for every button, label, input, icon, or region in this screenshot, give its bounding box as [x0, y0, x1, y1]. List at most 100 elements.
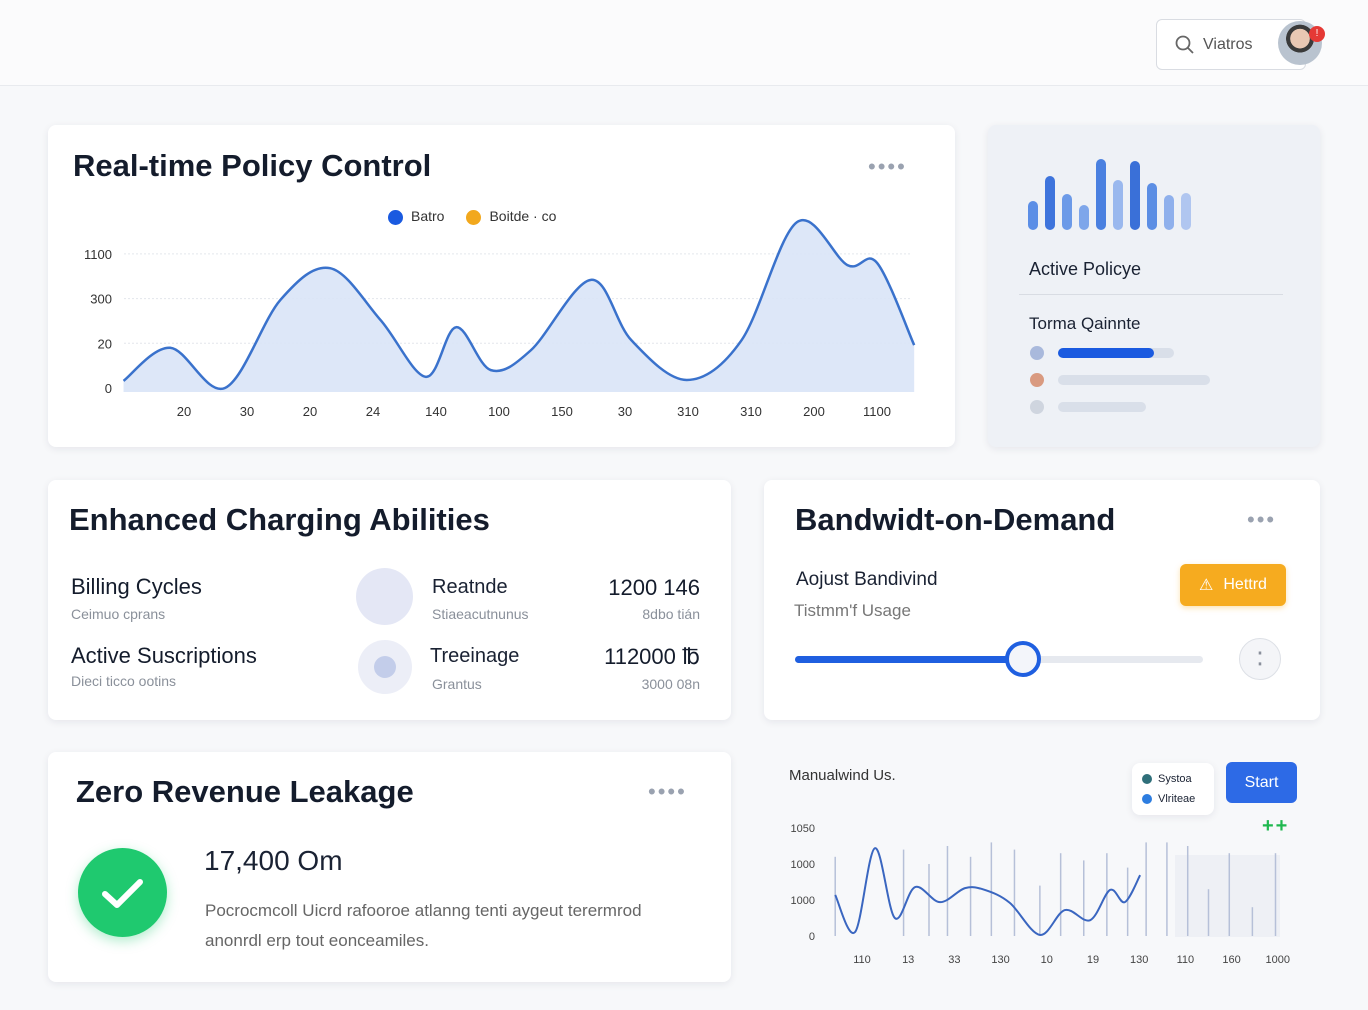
x-tick-label: 310: [740, 404, 762, 419]
search-placeholder: Viatros: [1203, 35, 1253, 53]
legend-dot-icon: [388, 209, 403, 225]
x-tick-label: 19: [1087, 954, 1099, 966]
row-value-sub: 3000 08n: [641, 676, 700, 692]
status-dot-icon: [1030, 373, 1044, 387]
x-tick-label: 200: [803, 404, 825, 419]
options-button[interactable]: ⁚: [1239, 638, 1281, 680]
chart-legend: Batro Boitde · co: [388, 208, 556, 225]
usage-label: Tistmm'f Usage: [794, 601, 911, 620]
legend-item: Batro: [388, 208, 444, 225]
y-tick-label: 1050: [791, 823, 815, 835]
y-tick-label: 1000: [791, 859, 815, 871]
progress-row: [1030, 373, 1230, 387]
card-title: Bandwidt-on-Demand: [795, 502, 1116, 537]
y-tick-label: 0: [105, 381, 112, 396]
progress-bar: [1058, 375, 1210, 385]
mini-bar-chart: [1028, 155, 1198, 230]
legend-dot-icon: [466, 209, 482, 225]
check-icon: [78, 848, 167, 937]
mini-bar: [1062, 194, 1072, 230]
bandwidth-slider[interactable]: [795, 656, 1203, 663]
x-tick-label: 150: [551, 404, 573, 419]
section-label: Torma Qainnte: [1029, 314, 1141, 333]
status-circle-icon: [358, 640, 412, 694]
usage-legend: Systoa Vlriteae: [1132, 763, 1214, 815]
mini-bar: [1028, 201, 1038, 230]
x-tick-label: 310: [677, 404, 699, 419]
legend-item: Boitde · co: [466, 208, 556, 225]
row-value: 1200 146: [608, 575, 700, 600]
leakage-description: Pocrocmcoll Uicrd rafooroe atlanng tenti…: [205, 901, 642, 950]
x-tick-label: 130: [1130, 954, 1148, 966]
x-tick-label: 30: [618, 404, 632, 419]
revenue-leakage-card: [48, 752, 731, 982]
row-subtitle: Ceimuo cprans: [71, 606, 166, 622]
row-name-sub: Stiaeacutnunus: [432, 606, 529, 622]
start-button[interactable]: Start: [1226, 762, 1297, 803]
y-tick-label: 0: [809, 931, 815, 943]
status-dot-icon: [1030, 400, 1044, 414]
x-tick-label: 110: [853, 954, 871, 966]
progress-bar: [1058, 402, 1146, 412]
x-tick-label: 1000: [1266, 954, 1290, 966]
y-tick-label: 1100: [84, 247, 112, 262]
y-tick-label: 20: [98, 336, 112, 351]
row-name: Reatnde: [432, 576, 508, 598]
mini-bar: [1130, 160, 1140, 230]
alert-button[interactable]: ⚠ Hettrd: [1180, 564, 1286, 606]
legend-item: Vlriteae: [1142, 789, 1204, 809]
more-menu-icon[interactable]: •••: [1247, 507, 1277, 532]
slider-handle[interactable]: [1005, 641, 1042, 677]
row-subtitle: Dieci ticco ootins: [71, 673, 177, 689]
card-title: Zero Revenue Leakage: [76, 774, 414, 809]
more-menu-icon[interactable]: ••••: [868, 154, 907, 179]
x-tick-label: 20: [303, 404, 317, 419]
card-title: Enhanced Charging Abilities: [69, 502, 490, 537]
mini-bar: [1147, 183, 1157, 230]
x-tick-label: 13: [902, 954, 914, 966]
mini-bar: [1164, 195, 1174, 230]
notification-badge: !: [1309, 26, 1325, 42]
row-title: Billing Cycles: [71, 574, 202, 599]
row-value-sub: 8dbo tián: [642, 606, 700, 622]
top-header: [0, 0, 1368, 86]
more-menu-icon[interactable]: ••••: [648, 779, 687, 804]
active-policies-label: Active Policye: [1029, 259, 1142, 279]
y-tick-label: 300: [90, 292, 112, 307]
series-line: [122, 218, 916, 391]
row-name: Treeinage: [430, 645, 520, 667]
progress-row: [1030, 346, 1230, 360]
chart-shade: [1175, 855, 1280, 937]
x-tick-label: 20: [177, 404, 191, 419]
x-tick-label: 30: [240, 404, 254, 419]
search-icon: [1175, 35, 1194, 54]
x-tick-label: 130: [991, 954, 1009, 966]
row-name-sub: Grantus: [432, 676, 482, 692]
leakage-value: 17,400 Om: [204, 845, 343, 876]
row-title: Active Suscriptions: [71, 643, 257, 668]
adjust-label: Aojust Bandivind: [796, 569, 938, 590]
x-tick-label: 160: [1222, 954, 1240, 966]
x-tick-label: 33: [948, 954, 960, 966]
trend-up-icon: ++: [1262, 815, 1290, 837]
progress-row: [1030, 400, 1230, 414]
status-dot-icon: [1030, 346, 1044, 360]
mini-bar: [1079, 204, 1089, 230]
progress-bar: [1058, 348, 1174, 358]
row-value: 112000 ℔: [604, 644, 700, 669]
mini-bar: [1096, 159, 1106, 230]
legend-item: Systoa: [1142, 769, 1204, 789]
x-tick-label: 10: [1041, 954, 1053, 966]
x-tick-label: 100: [488, 404, 510, 419]
usage-chart-title: Manualwind Us.: [789, 767, 896, 784]
area-fill: [123, 220, 915, 392]
divider: [1019, 294, 1283, 295]
x-tick-label: 110: [1177, 954, 1195, 966]
series-line: [834, 847, 1142, 936]
mini-bar: [1181, 192, 1191, 230]
x-tick-label: 1100: [863, 404, 891, 419]
x-tick-label: 24: [366, 404, 380, 419]
mini-bar: [1045, 176, 1055, 230]
y-tick-label: 1000: [791, 895, 815, 907]
